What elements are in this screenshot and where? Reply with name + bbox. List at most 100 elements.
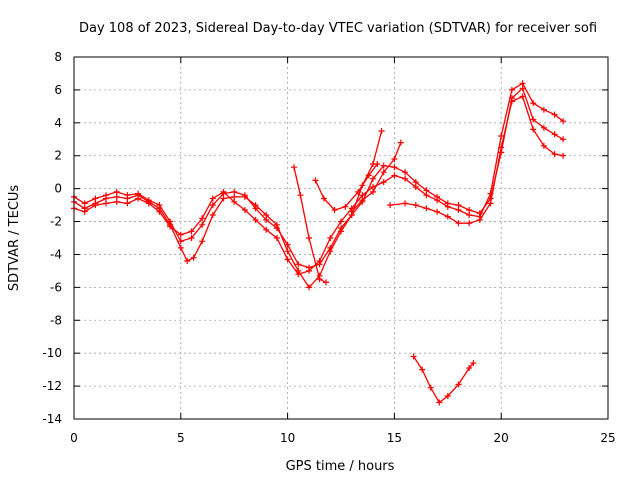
data-point: [551, 151, 558, 158]
data-point: [312, 177, 319, 184]
data-point: [498, 144, 505, 151]
data-point: [378, 128, 385, 134]
data-point: [359, 197, 366, 204]
series-trace: [73, 87, 564, 269]
series-trace: [73, 82, 564, 275]
data-point: [220, 190, 227, 197]
x-tick-label: 10: [280, 431, 295, 445]
data-point: [81, 208, 88, 215]
data-point: [476, 210, 483, 217]
y-tick-label: 2: [54, 149, 62, 163]
series-track-2: [71, 80, 567, 278]
data-point: [391, 156, 398, 162]
data-point: [92, 195, 99, 202]
data-point: [190, 254, 197, 261]
series-track-3: [71, 85, 567, 271]
data-point: [252, 216, 259, 223]
data-point: [380, 179, 387, 186]
data-point: [320, 195, 327, 202]
data-point: [231, 188, 238, 195]
y-tick-label: 6: [54, 83, 62, 97]
data-point: [423, 187, 430, 194]
data-point: [306, 235, 312, 241]
data-point: [199, 221, 206, 228]
data-point: [412, 179, 419, 186]
y-tick-label: -2: [50, 215, 62, 229]
data-point: [419, 366, 426, 373]
data-point: [436, 399, 443, 406]
series-track-5: [387, 93, 567, 227]
data-point: [177, 231, 184, 238]
data-point: [387, 202, 394, 209]
y-tick-label: -12: [42, 379, 62, 393]
data-point: [476, 216, 483, 223]
data-point: [135, 190, 142, 197]
data-point: [412, 202, 419, 209]
data-point: [103, 200, 109, 207]
data-point: [551, 111, 558, 118]
data-point: [560, 152, 567, 159]
data-point: [113, 198, 120, 205]
data-point: [391, 164, 398, 171]
x-axis-label: GPS time / hours: [286, 459, 395, 474]
data-point: [241, 207, 248, 213]
data-point: [402, 169, 409, 176]
data-point: [331, 207, 338, 213]
data-point: [316, 261, 323, 268]
y-tick-label: -8: [50, 313, 62, 327]
grid: [74, 57, 608, 419]
data-point: [530, 116, 537, 123]
data-point: [263, 226, 270, 233]
series-track-7: [312, 161, 381, 213]
data-point: [434, 208, 441, 215]
data-point: [342, 203, 349, 210]
data-point: [316, 276, 323, 283]
data-point: [338, 225, 344, 232]
series-trace: [413, 356, 474, 404]
data-point: [560, 118, 567, 125]
data-point: [273, 235, 280, 241]
data-point: [113, 188, 120, 195]
data-point: [434, 193, 441, 200]
data-point: [188, 228, 195, 235]
data-point: [466, 365, 473, 371]
data-point: [263, 216, 270, 223]
data-point: [323, 279, 329, 286]
data-point: [306, 264, 312, 271]
y-tick-label: -10: [42, 346, 62, 360]
data-point: [92, 202, 99, 209]
data-point: [530, 100, 537, 107]
data-point: [397, 139, 404, 146]
data-point: [508, 86, 515, 93]
series-track-4: [348, 139, 404, 215]
data-point: [291, 164, 297, 171]
data-point: [184, 258, 191, 264]
data-point: [466, 207, 473, 213]
series-track-6: [291, 164, 329, 286]
x-tick-label: 5: [177, 431, 185, 445]
data-point: [177, 244, 184, 251]
data-point: [209, 202, 216, 209]
data-point: [199, 238, 206, 245]
data-point: [338, 218, 344, 225]
data-series: [71, 80, 567, 406]
data-point: [103, 192, 109, 199]
y-tick-label: -14: [42, 412, 62, 426]
data-point: [444, 213, 451, 220]
data-point: [560, 136, 567, 143]
data-point: [540, 106, 547, 113]
series-track-8: [410, 353, 477, 406]
series-trace: [351, 142, 402, 213]
data-point: [284, 241, 291, 248]
y-tick-label: -6: [50, 280, 62, 294]
y-tick-label: 8: [54, 50, 62, 64]
data-point: [273, 225, 280, 232]
data-point: [355, 188, 362, 195]
data-point: [519, 93, 526, 100]
data-point: [402, 200, 409, 207]
data-point: [370, 175, 376, 182]
data-point: [455, 220, 462, 227]
x-tick-label: 15: [387, 431, 402, 445]
x-tick-label: 0: [70, 431, 78, 445]
